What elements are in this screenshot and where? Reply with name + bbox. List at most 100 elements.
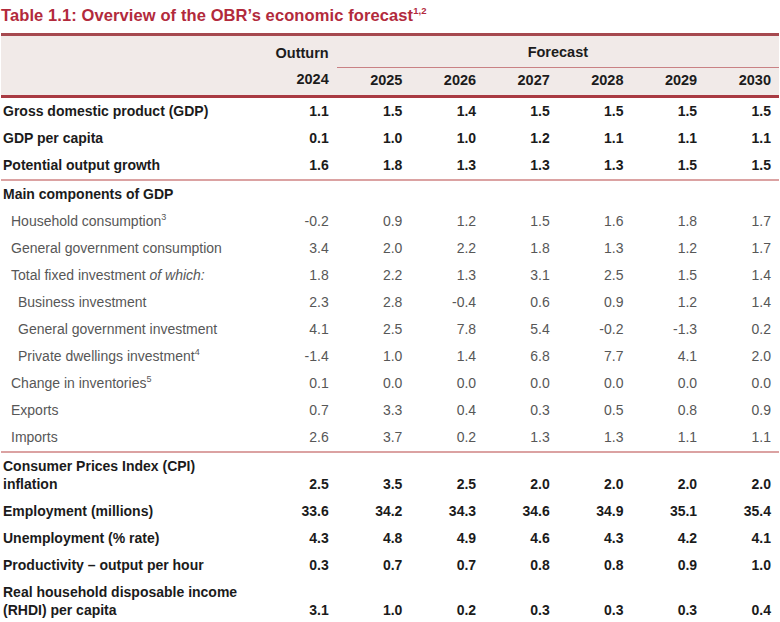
value-cell: 5.4: [484, 316, 558, 343]
value-cell: 1.1: [558, 125, 632, 152]
value-cell: 2.6: [263, 424, 337, 452]
header-group-row: Outturn Forecast: [1, 34, 779, 67]
row-label-text: Employment (millions): [3, 503, 153, 519]
row-label-text: General government investment: [18, 321, 217, 337]
value-cell: 2.5: [263, 452, 337, 498]
value-cell: 0.0: [410, 370, 484, 397]
value-cell: [263, 180, 337, 208]
value-cell: 1.3: [410, 262, 484, 289]
value-cell: 4.3: [263, 525, 337, 552]
value-cell: 1.7: [705, 235, 779, 262]
year-header: 2027: [484, 67, 558, 96]
header-blank-cell: [1, 67, 263, 96]
row-label: General government consumption: [1, 235, 263, 262]
value-cell: 4.1: [263, 316, 337, 343]
value-cell: 4.6: [484, 525, 558, 552]
row-label-text: Business investment: [18, 294, 146, 310]
row-label-text: Real household disposable income: [3, 584, 237, 600]
row-label: Business investment: [1, 289, 263, 316]
year-header: 2026: [410, 67, 484, 96]
value-cell: 3.3: [337, 397, 411, 424]
table-row: Gross domestic product (GDP)1.11.51.41.5…: [1, 96, 779, 125]
table-title-text: Table 1.1: Overview of the OBR’s economi…: [1, 6, 413, 24]
row-label: Gross domestic product (GDP): [1, 96, 263, 125]
row-label: Real household disposable income (RHDI) p…: [1, 579, 263, 622]
table-row: Exports0.73.30.40.30.50.80.9: [1, 397, 779, 424]
header-blank-cell: [1, 34, 263, 67]
value-cell: 1.3: [484, 424, 558, 452]
value-cell: 34.2: [337, 498, 411, 525]
value-cell: 1.7: [705, 208, 779, 235]
table-row: Business investment2.32.8-0.40.60.91.21.…: [1, 289, 779, 316]
table-header: Outturn Forecast 20242025202620272028202…: [1, 34, 779, 96]
value-cell: 0.0: [484, 370, 558, 397]
value-cell: 4.8: [337, 525, 411, 552]
table-row: Main components of GDP: [1, 180, 779, 208]
value-cell: 1.8: [484, 235, 558, 262]
value-cell: 0.2: [410, 579, 484, 622]
value-cell: 0.3: [631, 579, 705, 622]
row-label: Household consumption3: [1, 208, 263, 235]
value-cell: 1.3: [558, 235, 632, 262]
value-cell: 0.7: [263, 397, 337, 424]
value-cell: 4.9: [410, 525, 484, 552]
row-label: Private dwellings investment4: [1, 343, 263, 370]
table-row: Change in inventories50.10.00.00.00.00.0…: [1, 370, 779, 397]
row-label-text: GDP per capita: [3, 130, 103, 146]
value-cell: 2.0: [705, 452, 779, 498]
value-cell: 1.5: [337, 96, 411, 125]
row-label: Productivity – output per hour: [1, 552, 263, 579]
value-cell: 3.1: [263, 579, 337, 622]
value-cell: 0.0: [631, 370, 705, 397]
footnote-superscript: 3: [161, 212, 166, 222]
row-label: Main components of GDP: [1, 180, 263, 208]
value-cell: [410, 180, 484, 208]
outturn-header: Outturn: [263, 34, 337, 67]
row-label-text: Household consumption: [11, 213, 161, 229]
value-cell: 1.1: [705, 424, 779, 452]
value-cell: 0.8: [484, 552, 558, 579]
value-cell: 3.7: [337, 424, 411, 452]
value-cell: 1.0: [337, 125, 411, 152]
row-label: Total fixed investment of which:: [1, 262, 263, 289]
value-cell: 2.5: [337, 316, 411, 343]
value-cell: 2.0: [631, 452, 705, 498]
value-cell: 1.2: [410, 208, 484, 235]
value-cell: 2.2: [337, 262, 411, 289]
value-cell: 0.1: [263, 370, 337, 397]
row-label: GDP per capita: [1, 125, 263, 152]
header-years-row: 2024202520262027202820292030: [1, 67, 779, 96]
value-cell: 4.1: [705, 525, 779, 552]
table-row: Total fixed investment of which:1.82.21.…: [1, 262, 779, 289]
value-cell: 2.8: [337, 289, 411, 316]
table-row: Household consumption3-0.20.91.21.51.61.…: [1, 208, 779, 235]
value-cell: 0.7: [410, 552, 484, 579]
value-cell: 34.3: [410, 498, 484, 525]
value-cell: 1.5: [705, 96, 779, 125]
row-label-text: Main components of GDP: [3, 186, 173, 202]
table-row: General government consumption3.42.02.21…: [1, 235, 779, 262]
year-header: 2025: [337, 67, 411, 96]
table-body: Gross domestic product (GDP)1.11.51.41.5…: [1, 96, 779, 622]
value-cell: -0.2: [558, 316, 632, 343]
value-cell: 0.3: [558, 579, 632, 622]
row-label: Consumer Prices Index (CPI)inflation: [1, 452, 263, 498]
value-cell: [484, 180, 558, 208]
table-row: GDP per capita0.11.01.01.21.11.11.1: [1, 125, 779, 152]
table-title-footnote-superscript: 1,2: [413, 5, 427, 16]
value-cell: 0.0: [337, 370, 411, 397]
row-label-second-line: (RHDI) per capita: [3, 602, 117, 618]
row-label-text: Potential output growth: [3, 157, 160, 173]
footnote-superscript: 5: [146, 374, 151, 384]
value-cell: 3.1: [484, 262, 558, 289]
value-cell: 1.1: [705, 125, 779, 152]
value-cell: 2.0: [337, 235, 411, 262]
value-cell: 1.5: [631, 96, 705, 125]
value-cell: 0.9: [705, 397, 779, 424]
value-cell: 7.8: [410, 316, 484, 343]
value-cell: 3.5: [337, 452, 411, 498]
value-cell: 1.6: [558, 208, 632, 235]
value-cell: 1.6: [263, 152, 337, 180]
value-cell: 0.3: [263, 552, 337, 579]
row-label: Unemployment (% rate): [1, 525, 263, 552]
